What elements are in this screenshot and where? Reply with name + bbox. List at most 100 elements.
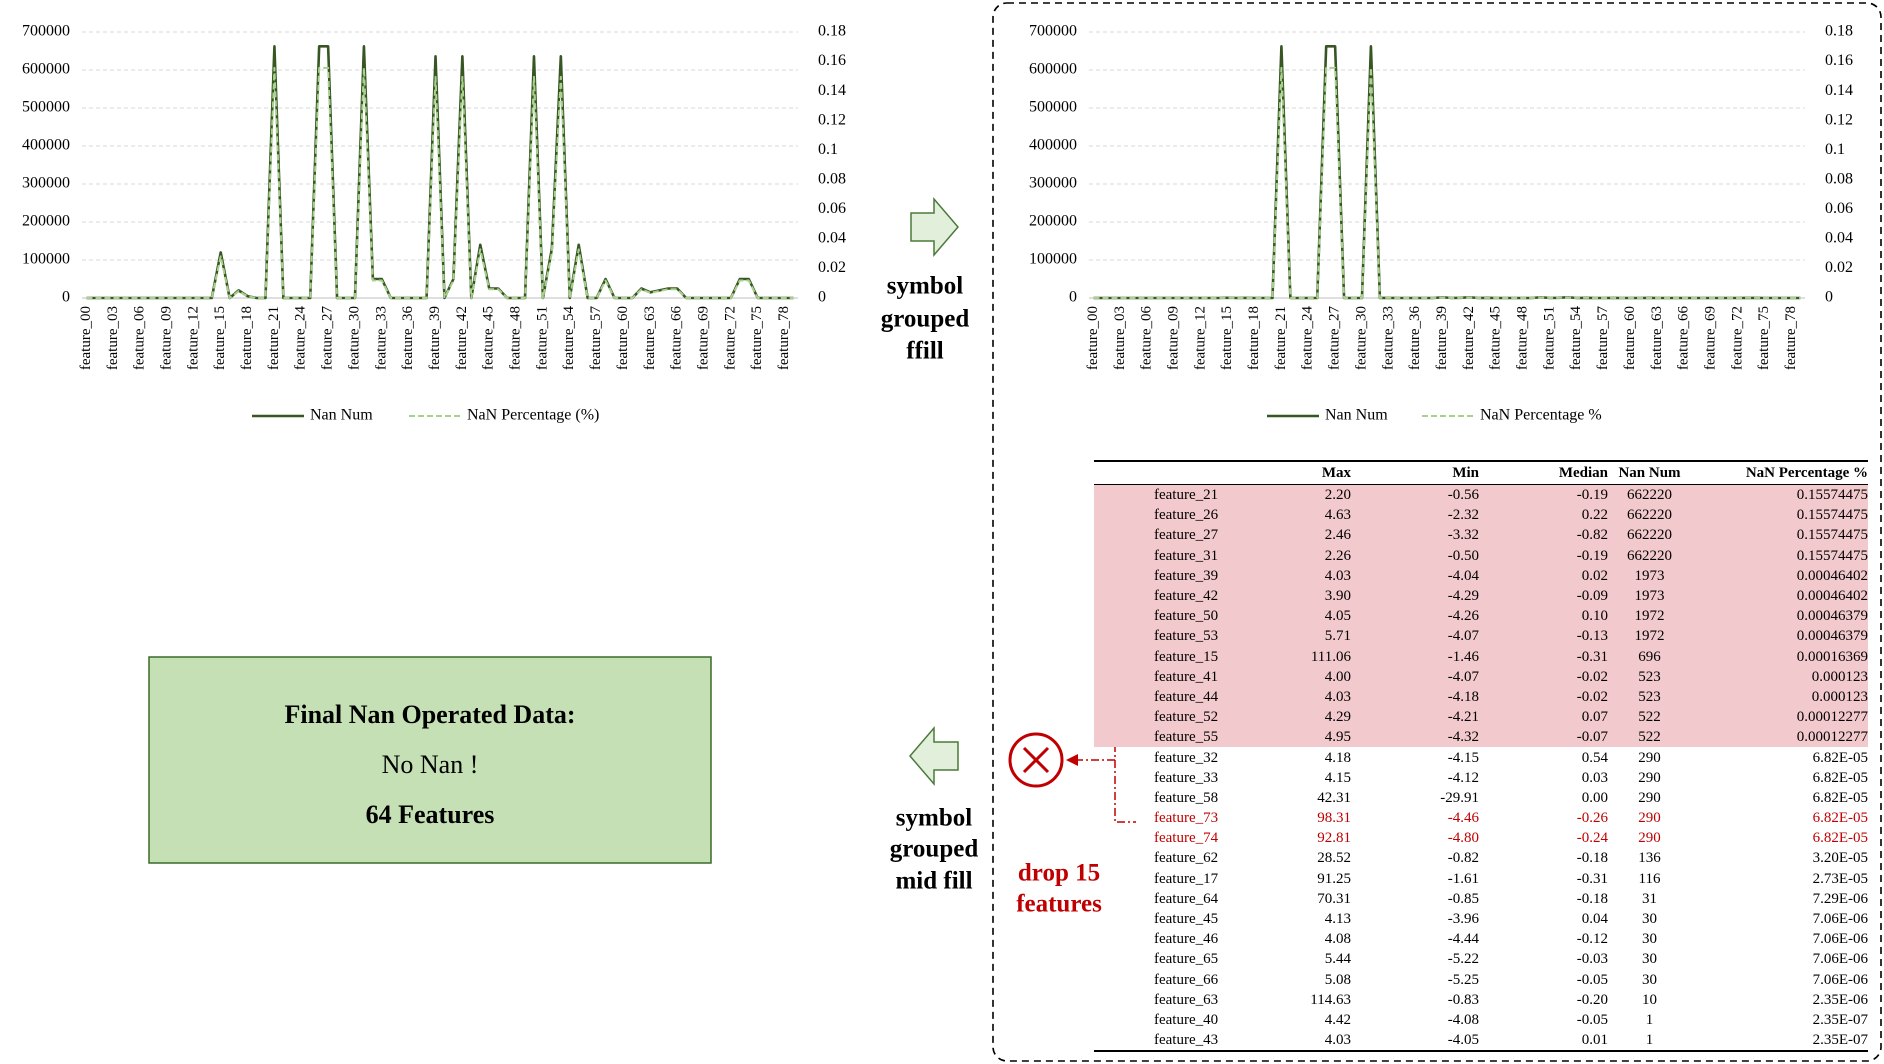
table-cell: -0.56 [1351,484,1479,506]
x-tick-label: feature_69 [1702,306,1718,370]
x-tick-label: feature_18 [239,306,255,370]
x-tick-label: feature_30 [1353,306,1369,370]
table-cell: 0.15574475 [1691,545,1868,566]
x-tick-label: feature_06 [1139,306,1155,371]
table-cell: 2.35E-07 [1812,1032,1868,1049]
table-cell: 0.00012277 [1691,727,1868,748]
x-tick-label: feature_63 [1649,306,1665,370]
x-tick-label: feature_78 [776,306,792,370]
x-tick-label: feature_57 [588,306,604,371]
table-cell: feature_50 [1094,606,1270,627]
table-cell: -0.85 [1447,890,1479,907]
x-tick-label: feature_66 [1676,306,1692,371]
table-cell: 0.00046402 [1691,585,1868,607]
y-tick-label: 600000 [22,61,70,78]
table-cell: -4.12 [1447,769,1479,786]
table-cell: 5.71 [1270,626,1351,647]
table-cell: 4.95 [1270,727,1351,748]
x-tick-label: feature_33 [373,306,389,370]
y-tick-label: 200000 [1029,213,1077,230]
drop-label: drop 15 [1018,860,1100,887]
table-cell: 0.10 [1479,606,1608,627]
x-tick-label: feature_60 [615,306,631,370]
table-cell: 2.26 [1270,545,1351,566]
table-row: feature_45 4.13 -3.96 0.04 30 7.06E-06 [1094,909,1868,929]
table-cell: -0.18 [1576,850,1608,867]
table-cell: 0.00016369 [1691,646,1868,667]
table-cell: 0.00 [1581,789,1608,806]
table-cell: -0.83 [1447,991,1479,1008]
y2-tick-label: 0.12 [1825,111,1853,128]
table-cell: 0.01 [1581,1032,1608,1049]
y-tick-label: 500000 [22,99,70,116]
table-cell: 91.25 [1317,870,1351,887]
y2-tick-label: 0.16 [818,52,846,69]
y2-tick-label: 0.02 [1825,259,1853,276]
table-cell: 3.90 [1270,585,1351,607]
table-cell: feature_26 [1094,505,1270,526]
table-cell: 7.06E-06 [1812,911,1868,928]
x-tick-label: feature_54 [1568,306,1584,371]
table-cell: feature_45 [1154,911,1219,928]
table-row: feature_33 4.15 -4.12 0.03 290 6.82E-05 [1094,768,1868,788]
table-row: feature_64 70.31 -0.85 -0.18 31 7.29E-06 [1094,889,1868,909]
table-cell: -0.02 [1479,666,1608,687]
y-tick-label: 0 [62,289,70,306]
drop-arrowhead [1066,754,1078,766]
table-cell: 5.08 [1324,971,1351,988]
table-cell: 2.35E-06 [1812,991,1868,1008]
x-tick-label: feature_30 [346,306,362,370]
header-cell: Min [1351,461,1479,485]
x-tick-label: feature_75 [749,306,765,370]
table-cell: -4.18 [1351,686,1479,708]
table-cell: -0.20 [1576,991,1608,1008]
y2-tick-label: 0.06 [818,200,846,217]
table-cell: 1973 [1608,585,1691,607]
x-tick-label: feature_09 [1165,306,1181,370]
table-cell: -0.31 [1479,646,1608,667]
table-row: feature_63 114.63 -0.83 -0.20 10 2.35E-06 [1094,990,1868,1010]
final-line: 64 Features [366,800,495,829]
table-cell: -0.82 [1479,525,1608,546]
table-cell: 4.03 [1270,686,1351,708]
y2-tick-label: 0.14 [1825,82,1853,99]
table-cell: 136 [1638,850,1661,867]
table-cell: feature_43 [1154,1032,1219,1049]
x-tick-label: feature_78 [1783,306,1799,370]
x-tick-label: feature_33 [1380,306,1396,370]
y-tick-label: 300000 [1029,175,1077,192]
table-row: feature_17 91.25 -1.61 -0.31 116 2.73E-05 [1094,869,1868,889]
table-row: feature_50 4.05 -4.26 0.10 1972 0.00046379 [1094,606,1868,627]
table-cell: 4.29 [1270,707,1351,728]
table-cell: 70.31 [1317,890,1351,907]
table-cell: 7.06E-06 [1812,971,1868,988]
table-cell: 4.00 [1270,666,1351,687]
table-row: feature_66 5.08 -5.25 -0.05 30 7.06E-06 [1094,970,1868,990]
table-cell: -3.32 [1351,525,1479,546]
table-cell: 6.82E-05 [1812,810,1868,827]
table-cell: -0.03 [1576,951,1608,968]
table-cell: 42.31 [1317,789,1351,806]
table-cell: 290 [1638,789,1661,806]
y-tick-label: 400000 [1029,137,1077,154]
table-cell: -29.91 [1440,789,1479,806]
y2-tick-label: 0.04 [1825,230,1853,247]
table-cell: 30 [1642,951,1657,968]
table-cell: feature_73 [1154,810,1219,827]
table-cell: 116 [1638,870,1661,887]
table-cell: -4.80 [1447,830,1479,847]
table-cell: -4.05 [1447,1032,1479,1049]
y-tick-label: 100000 [22,251,70,268]
x-tick-label: feature_00 [1085,306,1101,370]
table-row: feature_52 4.29 -4.21 0.07 522 0.00012277 [1094,707,1868,728]
table-cell: 290 [1638,810,1661,827]
table-cell: -4.44 [1447,931,1479,948]
ffill-label: ffill [906,338,944,365]
table-cell: 0.15574475 [1691,484,1868,506]
y2-tick-label: 0 [1825,289,1833,306]
table-cell: 3.20E-05 [1812,850,1868,867]
table-cell: 2.46 [1270,525,1351,546]
y-tick-label: 700000 [1029,23,1077,40]
x-tick-label: feature_72 [722,306,738,370]
